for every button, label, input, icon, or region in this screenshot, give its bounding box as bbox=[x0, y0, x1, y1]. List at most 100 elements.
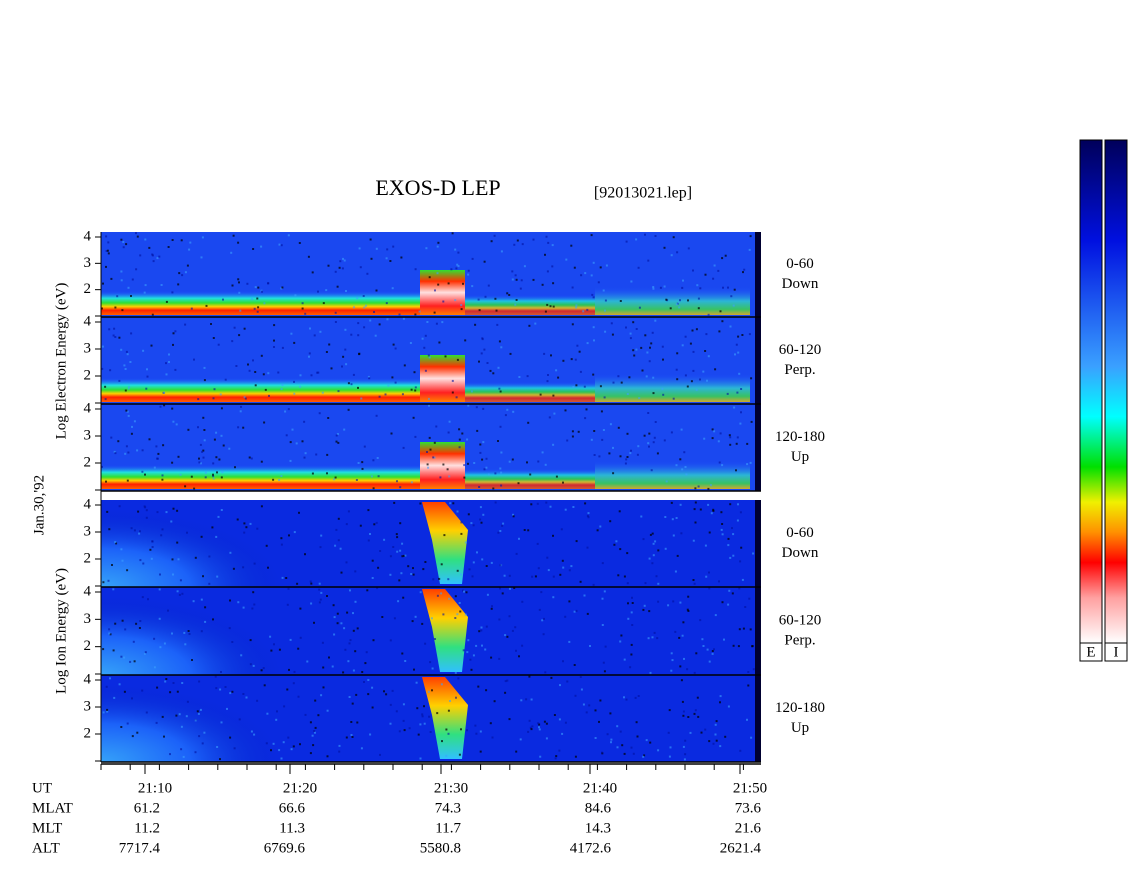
speckle bbox=[135, 232, 137, 235]
speckle bbox=[538, 728, 541, 731]
speckle bbox=[493, 700, 496, 703]
speckle bbox=[538, 608, 541, 611]
speckle bbox=[125, 350, 128, 353]
speckle bbox=[171, 558, 174, 561]
speckle bbox=[150, 557, 153, 560]
speckle bbox=[153, 466, 156, 469]
speckle bbox=[575, 306, 578, 309]
speckle bbox=[564, 508, 567, 511]
speckle bbox=[339, 547, 342, 550]
speckle bbox=[511, 278, 514, 281]
speckle bbox=[437, 241, 440, 244]
speckle bbox=[414, 313, 417, 316]
speckle bbox=[357, 462, 360, 464]
speckle bbox=[604, 299, 607, 302]
speckle bbox=[155, 721, 158, 724]
speckle bbox=[475, 644, 478, 647]
speckle bbox=[105, 685, 108, 688]
speckle bbox=[487, 473, 490, 476]
speckle bbox=[504, 634, 507, 637]
speckle bbox=[404, 554, 407, 557]
speckle bbox=[615, 540, 618, 543]
speckle bbox=[379, 753, 381, 756]
speckle bbox=[752, 552, 755, 555]
speckle bbox=[699, 619, 702, 622]
speckle bbox=[478, 309, 481, 312]
speckle bbox=[421, 622, 424, 625]
speckle bbox=[219, 758, 221, 761]
speckle bbox=[298, 242, 301, 244]
speckle bbox=[396, 550, 399, 553]
speckle bbox=[439, 476, 442, 479]
speckle bbox=[718, 330, 721, 333]
speckle bbox=[419, 757, 422, 760]
speckle bbox=[160, 284, 163, 286]
speckle bbox=[367, 539, 370, 542]
speckle bbox=[601, 562, 604, 565]
speckle bbox=[252, 664, 255, 667]
speckle bbox=[514, 274, 517, 277]
speckle bbox=[490, 607, 493, 610]
speckle bbox=[124, 452, 127, 455]
speckle bbox=[357, 334, 360, 337]
speckle bbox=[109, 677, 111, 680]
speckle bbox=[361, 671, 364, 673]
speckle bbox=[570, 358, 573, 361]
speckle bbox=[469, 658, 472, 661]
speckle bbox=[542, 633, 545, 636]
speckle bbox=[538, 723, 541, 726]
speckle bbox=[675, 464, 678, 467]
speckle bbox=[670, 254, 673, 257]
speckle bbox=[489, 722, 492, 725]
speckle bbox=[501, 592, 504, 595]
speckle bbox=[148, 438, 151, 441]
speckle bbox=[375, 289, 378, 292]
speckle bbox=[631, 602, 634, 604]
speckle bbox=[168, 361, 170, 363]
speckle bbox=[727, 603, 730, 606]
speckle bbox=[693, 582, 696, 585]
speckle bbox=[492, 487, 495, 490]
speckle bbox=[158, 255, 161, 258]
speckle bbox=[699, 287, 702, 290]
speckle bbox=[734, 353, 736, 356]
speckle bbox=[376, 457, 379, 459]
speckle bbox=[292, 682, 295, 685]
speckle bbox=[183, 631, 186, 634]
speckle bbox=[125, 243, 128, 246]
speckle bbox=[240, 654, 243, 657]
speckle bbox=[285, 434, 288, 437]
speckle bbox=[539, 393, 542, 396]
speckle bbox=[368, 377, 371, 380]
speckle bbox=[671, 659, 674, 662]
speckle bbox=[737, 503, 739, 506]
speckle bbox=[521, 600, 524, 603]
speckle bbox=[213, 438, 216, 441]
speckle bbox=[389, 722, 392, 725]
speckle bbox=[485, 457, 488, 460]
speckle bbox=[299, 385, 302, 388]
speckle bbox=[172, 507, 175, 510]
speckle bbox=[481, 458, 484, 461]
speckle bbox=[651, 636, 654, 639]
speckle bbox=[137, 510, 140, 513]
speckle bbox=[311, 271, 314, 274]
speckle bbox=[428, 715, 431, 718]
speckle bbox=[369, 319, 372, 322]
y-tick-label: 2 bbox=[84, 550, 92, 566]
speckle bbox=[555, 475, 558, 478]
speckle bbox=[373, 523, 376, 526]
speckle bbox=[738, 628, 741, 631]
speckle bbox=[546, 380, 549, 383]
speckle bbox=[421, 337, 424, 340]
speckle bbox=[289, 638, 292, 641]
speckle bbox=[193, 487, 196, 490]
speckle bbox=[541, 619, 544, 622]
speckle bbox=[636, 735, 639, 738]
speckle bbox=[242, 426, 245, 429]
speckle bbox=[345, 561, 348, 564]
speckle bbox=[672, 600, 675, 603]
speckle bbox=[697, 307, 700, 310]
speckle bbox=[414, 268, 417, 271]
speckle bbox=[286, 688, 289, 691]
